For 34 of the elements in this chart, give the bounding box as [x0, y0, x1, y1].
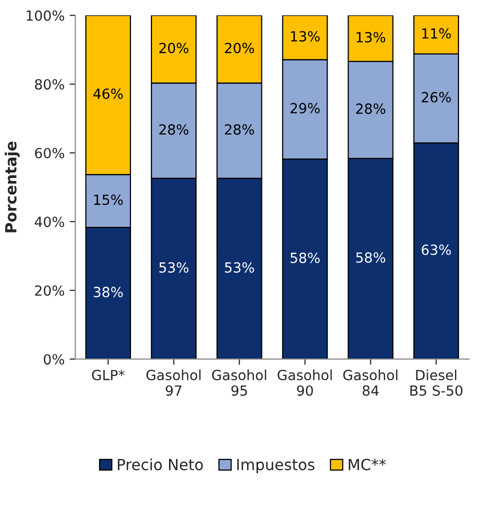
x-tick-label: GLP* — [92, 370, 125, 380]
x-tick-label: Diesel B5 S-50 — [410, 370, 462, 396]
data-label: 63% — [422, 244, 451, 256]
data-label: 53% — [159, 262, 188, 273]
data-label: 38% — [94, 286, 123, 298]
y-tick-label: 0% — [44, 354, 64, 365]
data-label: 13% — [291, 31, 320, 42]
y-tick-label: 60% — [35, 148, 64, 158]
y-tick-label: 80% — [34, 79, 64, 90]
x-tick-label: Gasohol 97 — [146, 370, 201, 396]
data-label: 58% — [356, 252, 386, 263]
data-label: 46% — [93, 88, 123, 99]
x-tick-label: Gasohol 84 — [343, 370, 398, 396]
data-label: 26% — [422, 92, 451, 102]
data-label: 20% — [159, 42, 188, 54]
data-label: 29% — [290, 102, 320, 114]
data-label: 11% — [422, 28, 451, 39]
data-label: 20% — [224, 42, 254, 54]
legend-label: Impuestos — [237, 458, 314, 474]
y-tick-label: 20% — [35, 285, 64, 296]
legend-label: Precio Neto — [118, 458, 203, 470]
x-tick-label: Gasohol 90 — [278, 370, 332, 396]
legend-label: MC** — [348, 458, 386, 470]
y-tick-label: 40% — [34, 216, 64, 228]
y-tick-label: 100% — [26, 10, 64, 21]
x-tick-label: Gasohol 95 — [212, 370, 266, 396]
y-axis-title: Porcentaje — [4, 142, 20, 232]
data-label: 28% — [224, 124, 254, 135]
data-label: 58% — [290, 252, 320, 264]
data-label: 28% — [356, 103, 386, 114]
data-label: 28% — [159, 124, 188, 135]
data-label: 53% — [224, 262, 254, 273]
data-label: 15% — [94, 194, 123, 206]
data-label: 13% — [356, 32, 386, 42]
